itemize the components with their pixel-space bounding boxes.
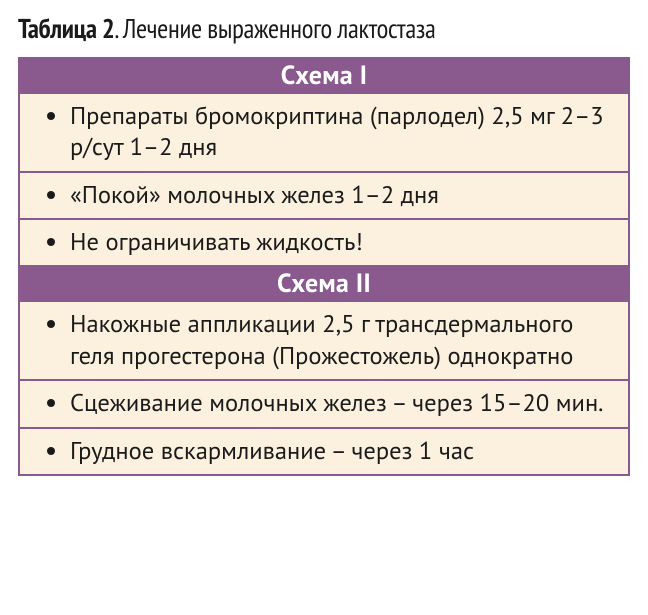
caption-sep: . — [115, 12, 123, 46]
list-item: Не ограничивать жидкость! — [70, 225, 614, 258]
bullet-list: «Покой» молочных желез 1–2 дня — [20, 173, 628, 218]
section-header-label: Схема I — [281, 59, 367, 92]
list-item: Накожные аппликации 2,5 г трансдермально… — [70, 307, 614, 372]
table-row: Сцеживание молочных желез – через 15–20 … — [19, 380, 629, 427]
section-header: Схема I — [19, 58, 629, 93]
list-item: Препараты бромокриптина (парлодел) 2,5 м… — [70, 99, 614, 164]
table-row: Накожные аппликации 2,5 г трансдермально… — [19, 301, 629, 380]
table-row: Не ограничивать жидкость! — [19, 219, 629, 266]
list-item: Сцеживание молочных желез – через 15–20 … — [70, 386, 614, 419]
caption-title: Лечение выраженного лактостаза — [123, 12, 436, 46]
bullet-list: Не ограничивать жидкость! — [20, 220, 628, 265]
treatment-table: Схема I Препараты бромокриптина (парлоде… — [18, 57, 630, 476]
bullet-list: Препараты бромокриптина (парлодел) 2,5 м… — [20, 94, 628, 171]
section-header-label: Схема II — [277, 267, 371, 300]
table-row: «Покой» молочных желез 1–2 дня — [19, 172, 629, 219]
bullet-list: Накожные аппликации 2,5 г трансдермально… — [20, 302, 628, 379]
page: Таблица 2. Лечение выраженного лактостаз… — [0, 0, 648, 494]
list-item: «Покой» молочных желез 1–2 дня — [70, 178, 614, 211]
list-item: Грудное вскармливание – через 1 час — [70, 434, 614, 467]
table-row: Препараты бромокриптина (парлодел) 2,5 м… — [19, 93, 629, 172]
bullet-list: Грудное вскармливание – через 1 час — [20, 429, 628, 474]
caption-prefix: Таблица 2 — [18, 12, 115, 46]
section-header: Схема II — [19, 266, 629, 301]
table-caption: Таблица 2. Лечение выраженного лактостаз… — [18, 14, 630, 45]
table-row: Грудное вскармливание – через 1 час — [19, 428, 629, 475]
bullet-list: Сцеживание молочных желез – через 15–20 … — [20, 381, 628, 426]
